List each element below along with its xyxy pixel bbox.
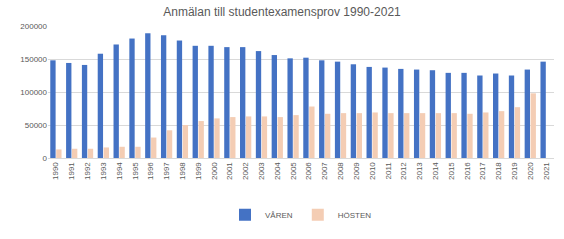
svg-text:2006: 2006 xyxy=(305,162,314,180)
svg-text:2001: 2001 xyxy=(225,162,234,180)
svg-text:1990: 1990 xyxy=(52,162,61,180)
svg-text:1998: 1998 xyxy=(178,162,187,180)
svg-text:HÖSTEN: HÖSTEN xyxy=(338,211,372,220)
svg-text:2004: 2004 xyxy=(273,162,282,180)
svg-text:2021: 2021 xyxy=(542,162,551,180)
svg-text:2009: 2009 xyxy=(352,162,361,180)
svg-text:2008: 2008 xyxy=(336,162,345,180)
svg-text:2012: 2012 xyxy=(399,162,408,180)
svg-text:2005: 2005 xyxy=(289,162,298,180)
svg-text:Anmälan till studentexamenspro: Anmälan till studentexamensprov 1990-202… xyxy=(163,5,401,19)
svg-text:2020: 2020 xyxy=(526,162,535,180)
svg-text:200000: 200000 xyxy=(20,22,47,31)
svg-text:2007: 2007 xyxy=(320,162,329,180)
svg-text:150000: 150000 xyxy=(20,55,47,64)
svg-text:2002: 2002 xyxy=(241,162,250,180)
svg-text:1995: 1995 xyxy=(131,162,140,180)
svg-text:1993: 1993 xyxy=(99,162,108,180)
svg-text:VÅREN: VÅREN xyxy=(265,211,293,220)
svg-text:2016: 2016 xyxy=(463,162,472,180)
svg-text:2000: 2000 xyxy=(210,162,219,180)
svg-text:2010: 2010 xyxy=(368,162,377,180)
svg-text:2019: 2019 xyxy=(510,162,519,180)
svg-text:1996: 1996 xyxy=(146,162,155,180)
svg-text:2018: 2018 xyxy=(494,162,503,180)
svg-text:2015: 2015 xyxy=(447,162,456,180)
svg-text:0: 0 xyxy=(43,154,48,163)
svg-text:2013: 2013 xyxy=(415,162,424,180)
svg-text:1991: 1991 xyxy=(67,162,76,180)
svg-text:1997: 1997 xyxy=(162,162,171,180)
svg-text:2017: 2017 xyxy=(478,162,487,180)
svg-text:1994: 1994 xyxy=(115,162,124,180)
svg-text:100000: 100000 xyxy=(20,88,47,97)
svg-text:1992: 1992 xyxy=(83,162,92,180)
svg-text:2011: 2011 xyxy=(384,162,393,180)
svg-text:50000: 50000 xyxy=(25,121,48,130)
svg-text:2014: 2014 xyxy=(431,162,440,180)
svg-text:1999: 1999 xyxy=(194,162,203,180)
svg-text:2003: 2003 xyxy=(257,162,266,180)
